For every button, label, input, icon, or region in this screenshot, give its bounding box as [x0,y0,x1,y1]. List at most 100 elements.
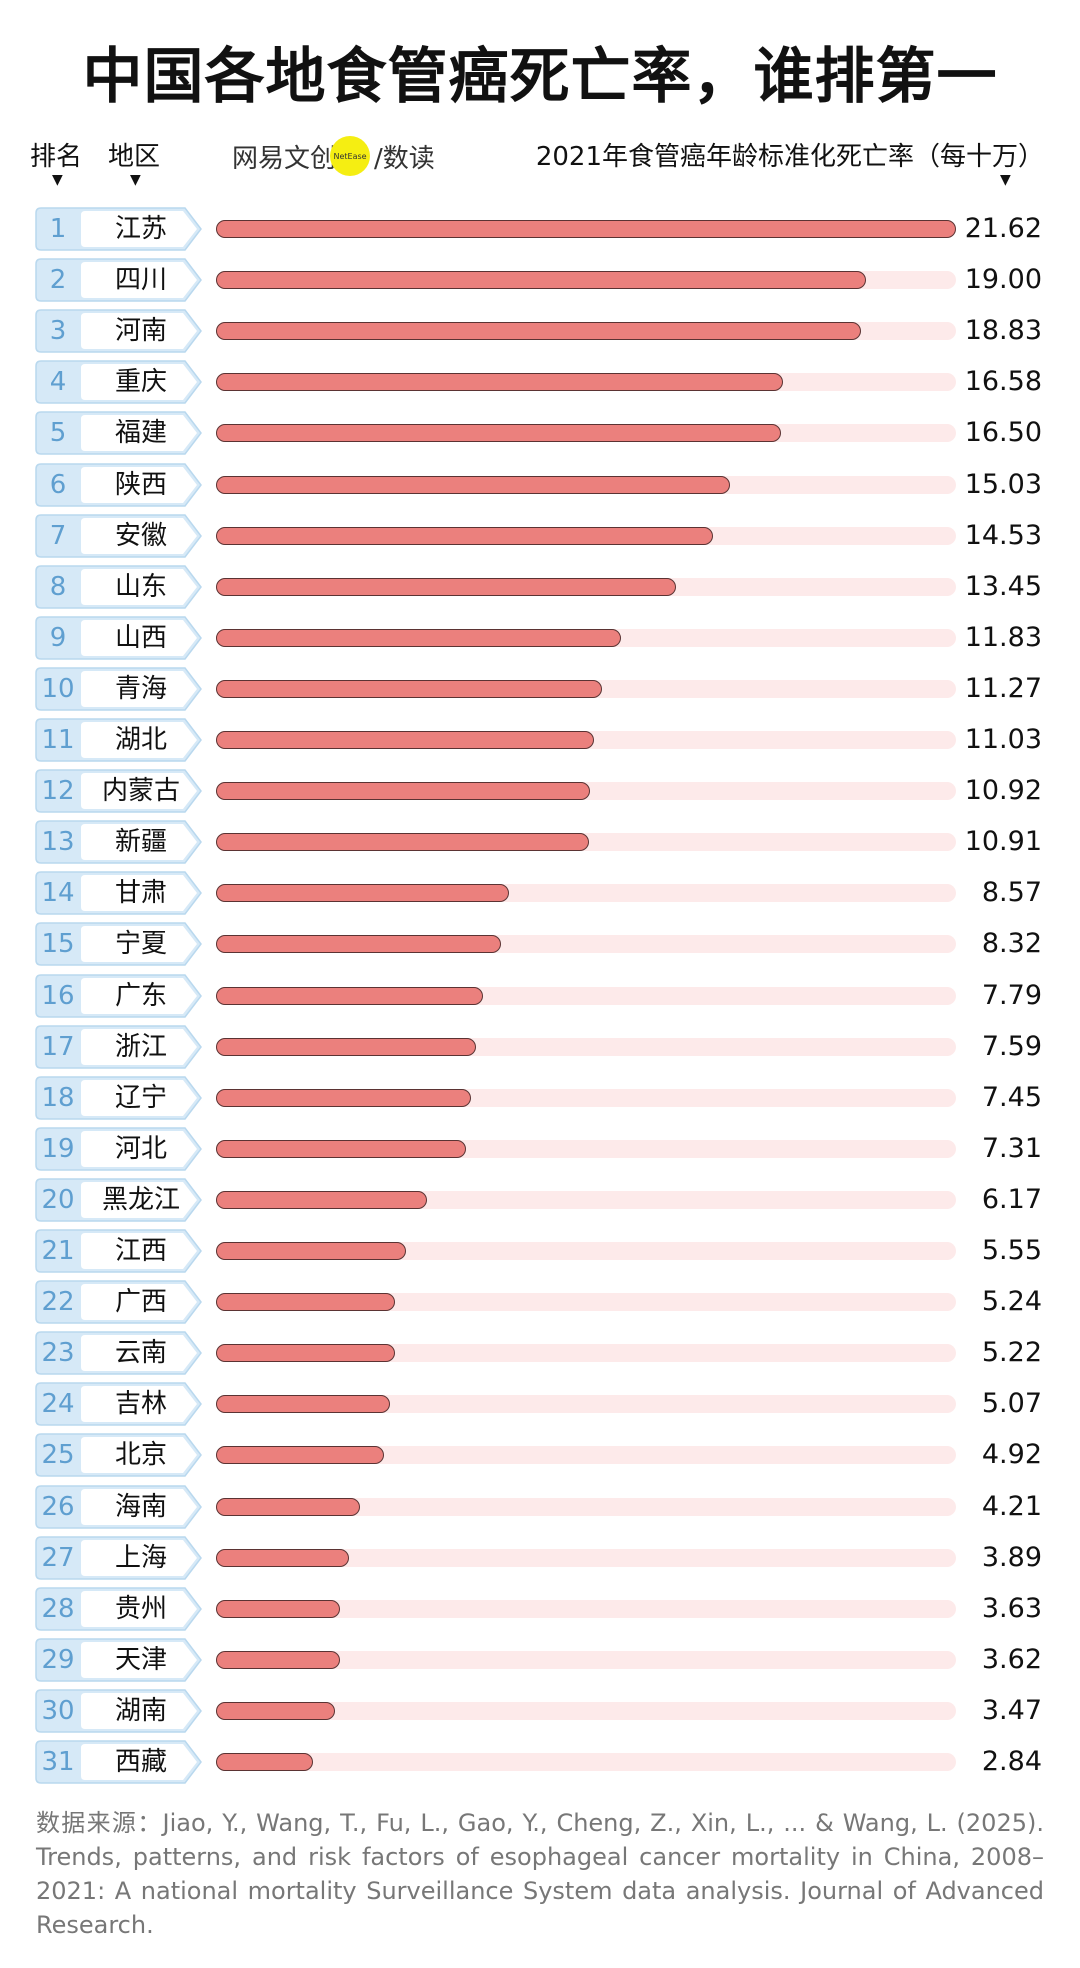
label-shape [35,564,202,609]
region-arrow-icon: ▼ [130,172,141,188]
bar-row: 16 广东 7.79 [0,973,1080,1018]
bar [216,373,784,392]
label-shape [35,1484,202,1529]
rank-label: 18 辽宁 [35,1075,205,1120]
rank-label: 13 新疆 [35,820,205,864]
rank-label: 12 内蒙古 [35,769,205,813]
rank-number: 2 [49,265,67,296]
region-name: 湖北 [114,725,167,755]
label-shape [35,462,202,507]
region-name: 贵州 [114,1593,167,1624]
rank-number: 7 [49,520,67,551]
bar-row: 10 青海 11.27 [0,667,1080,711]
value-label: 7.31 [981,1132,1042,1164]
bar [216,731,594,749]
value-label: 18.83 [964,315,1042,347]
label-shape [35,1024,202,1069]
value-label: 4.21 [981,1490,1042,1522]
rank-number: 14 [41,878,75,909]
region-name: 天津 [114,1644,167,1675]
region-header: 地区 [108,142,161,172]
label-shape [35,309,202,353]
bar-track [216,679,956,698]
bar [216,424,781,443]
logo-text: 网易文创 [232,143,337,174]
bar-track [216,1139,956,1158]
value-label: 7.45 [981,1081,1042,1113]
value-label: 3.63 [981,1592,1042,1624]
rank-number: 21 [41,1236,75,1266]
bar-track [216,1753,956,1771]
bar-row: 9 山西 11.83 [0,616,1080,660]
rank-header: 排名 [30,142,83,172]
rank-label: 1 江苏 [35,207,205,251]
region-name: 西藏 [114,1747,167,1777]
bar-row: 23 云南 5.22 [0,1331,1080,1375]
bar [216,1293,396,1312]
rank-label: 24 吉林 [35,1382,205,1427]
bar-row: 21 江西 5.55 [0,1229,1080,1273]
value-label: 16.58 [964,366,1042,398]
value-label: 5.55 [981,1235,1042,1266]
value-header: 2021年食管癌年龄标准化死亡率（每十万） [535,142,1044,172]
label-shape [35,820,202,864]
rank-number: 29 [41,1644,75,1675]
bar [216,577,677,596]
label-shape [35,1075,202,1120]
value-label: 14.53 [964,519,1042,551]
rank-label: 7 安徽 [35,513,205,558]
bar-track [216,986,956,1005]
region-name: 山西 [114,622,167,653]
bar-row: 27 上海 3.89 [0,1535,1080,1580]
rank-label: 4 重庆 [35,360,205,405]
label-shape [35,718,202,762]
region-name: 重庆 [114,367,167,398]
rank-label: 9 山西 [35,616,205,660]
rank-number: 16 [41,980,75,1011]
rank-label: 22 广西 [35,1280,205,1324]
region-name: 宁夏 [114,929,167,960]
rank-label: 28 贵州 [35,1586,205,1631]
rank-number: 6 [49,469,67,500]
rank-number: 13 [41,827,75,858]
rank-label: 29 天津 [35,1638,205,1682]
region-name: 江苏 [114,214,167,244]
region-name: 江西 [114,1236,167,1266]
value-label: 6.17 [981,1183,1042,1215]
rank-number: 17 [41,1031,75,1062]
region-name: 湖南 [114,1695,167,1726]
label-shape [35,1586,202,1631]
bar [216,475,731,494]
bar [216,271,867,290]
bar [216,1344,395,1363]
rank-number: 26 [41,1491,75,1522]
rank-number: 20 [41,1184,75,1215]
label-shape [35,1433,202,1478]
value-label: 5.24 [981,1286,1042,1318]
bar [216,1650,340,1669]
rank-number: 3 [49,316,67,347]
bar-track [216,322,956,341]
rank-label: 14 甘肃 [35,871,205,916]
rank-arrow-icon: ▼ [52,172,63,188]
bar [216,884,510,903]
bar-track [216,577,956,596]
rank-label: 11 湖北 [35,718,205,762]
value-label: 21.62 [964,213,1042,244]
bar-track [216,884,956,903]
bar [216,220,956,238]
bar-row: 24 吉林 5.07 [0,1382,1080,1427]
bar [216,679,602,698]
value-label: 13.45 [964,570,1042,602]
rank-label: 31 西藏 [35,1740,205,1784]
region-name: 广西 [114,1287,167,1318]
region-name: 陕西 [114,469,167,500]
value-label: 11.03 [964,724,1042,755]
rank-label: 3 河南 [35,309,205,353]
label-shape [35,513,202,558]
rank-label: 6 陕西 [35,462,205,507]
bar-row: 1 江苏 21.62 [0,207,1080,251]
bar [216,526,714,545]
rank-label: 10 青海 [35,667,205,711]
rank-number: 12 [41,776,75,807]
